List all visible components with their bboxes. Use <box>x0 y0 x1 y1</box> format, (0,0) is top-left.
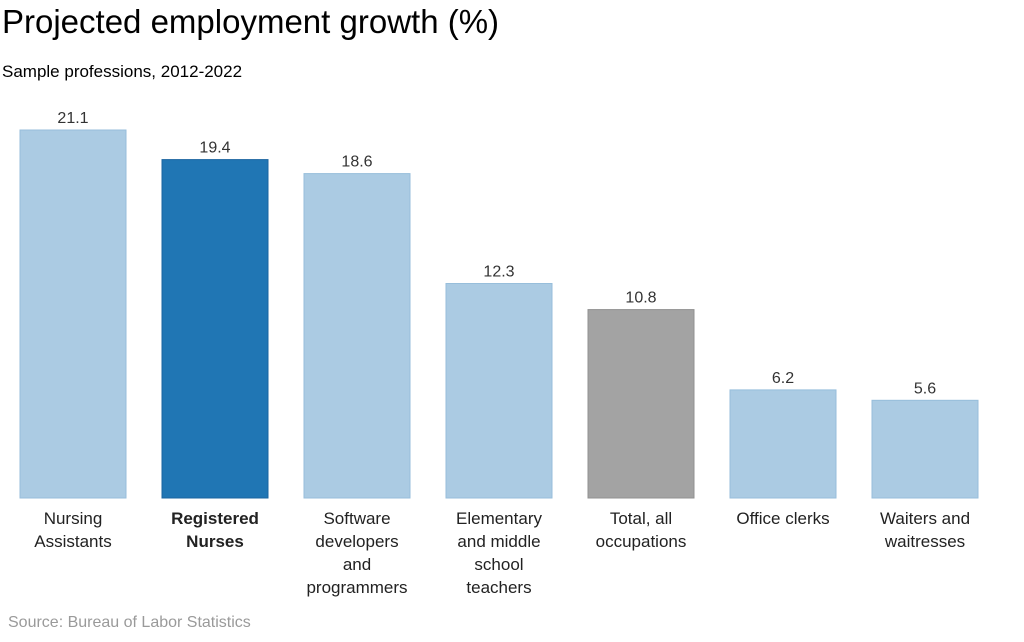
category-label-0: Nursing Assistants <box>34 509 111 551</box>
value-label-1: 19.4 <box>199 140 230 157</box>
value-label-0: 21.1 <box>57 110 88 127</box>
category-label-line: occupations <box>596 532 687 551</box>
value-label-4: 10.8 <box>625 290 656 307</box>
value-label-2: 18.6 <box>341 154 372 171</box>
category-label-1: Registered Nurses <box>171 509 259 551</box>
chart-subtitle: Sample professions, 2012-2022 <box>2 62 243 81</box>
category-label-line: Waiters and <box>880 509 970 528</box>
category-label-line: and middle <box>457 532 540 551</box>
category-label-line: Total, all <box>610 509 672 528</box>
value-label-5: 6.2 <box>772 370 794 387</box>
bar-5 <box>729 389 837 499</box>
bar-2 <box>303 173 411 499</box>
category-label-line: Assistants <box>34 532 111 551</box>
bar-1 <box>161 159 269 499</box>
category-label-line: and <box>343 555 371 574</box>
category-label-6: Waiters and waitresses <box>880 509 970 551</box>
category-label-5: Office clerks <box>736 509 829 528</box>
category-label-line: Nursing <box>44 509 103 528</box>
bar-0 <box>19 129 127 499</box>
source-note: Source: Bureau of Labor Statistics <box>8 614 251 631</box>
category-label-line: Elementary <box>456 509 542 528</box>
bar-3 <box>445 283 553 499</box>
category-label-line: Software <box>323 509 390 528</box>
category-label-line: Registered <box>171 509 259 528</box>
category-label-line: teachers <box>466 578 531 597</box>
category-label-line: programmers <box>306 578 407 597</box>
category-label-3: Elementary and middle school teachers <box>456 509 542 597</box>
value-label-6: 5.6 <box>914 380 936 397</box>
category-label-line: school <box>474 555 523 574</box>
category-label-4: Total, all occupations <box>596 509 687 551</box>
category-label-2: Software developers and programmers <box>306 509 407 597</box>
category-label-line: developers <box>315 532 398 551</box>
bar-4 <box>587 309 695 499</box>
chart-title: Projected employment growth (%) <box>2 3 500 40</box>
value-label-3: 12.3 <box>483 264 514 281</box>
category-label-line: waitresses <box>884 532 965 551</box>
category-label-line: Nurses <box>186 532 244 551</box>
category-label-line: Office clerks <box>736 509 829 528</box>
bar-6 <box>871 399 979 499</box>
